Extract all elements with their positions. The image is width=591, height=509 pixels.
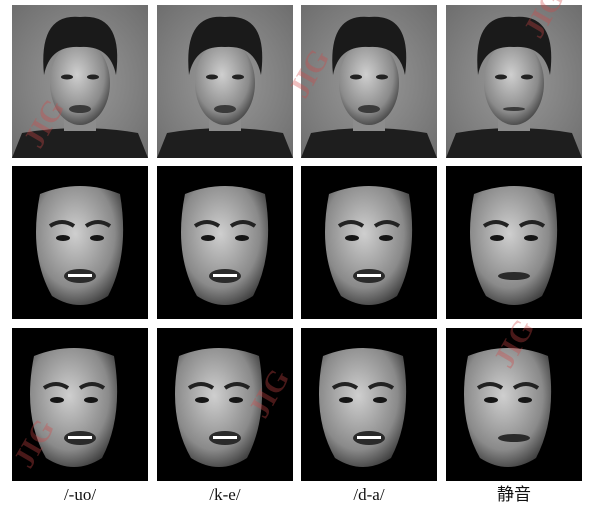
eye [524,235,538,241]
eye [235,235,249,241]
teeth [68,436,92,439]
eye [87,75,99,80]
eye [56,235,70,241]
eye [206,75,218,80]
eye [373,397,387,403]
face-image [301,166,437,319]
teeth [213,274,237,277]
eye [521,75,533,80]
eye [229,397,243,403]
eye [50,397,64,403]
eye [495,75,507,80]
caption: /-uo/ [64,485,96,504]
mouth [214,105,236,113]
mouth [498,272,530,280]
eye [339,397,353,403]
figure: /-uo//k-e//d-a/静音 JIGJIGJIGJIGJIGJIG [0,0,591,509]
eye [350,75,362,80]
eye [484,397,498,403]
eye [345,235,359,241]
face [181,186,268,305]
teeth [357,274,381,277]
teeth [213,436,237,439]
face [319,348,406,467]
face-image [301,328,437,481]
teeth [357,436,381,439]
eye [201,235,215,241]
face-image [157,166,293,319]
caption: 静音 [497,485,531,504]
mouth [358,105,380,113]
teeth [68,274,92,277]
caption: /k-e/ [209,485,240,504]
body [446,128,582,158]
caption: /d-a/ [353,485,384,504]
face [484,41,544,125]
face [325,186,412,305]
body [157,128,293,158]
mouth [69,105,91,113]
eye [90,235,104,241]
eye [232,75,244,80]
eye [379,235,393,241]
face [470,186,557,305]
face [36,186,123,305]
eye [518,397,532,403]
face-image [12,166,148,319]
eye [195,397,209,403]
body [301,128,437,158]
eye [84,397,98,403]
mouth [498,434,530,442]
face-image [157,5,293,158]
eye [61,75,73,80]
mouth [503,107,525,111]
eye [490,235,504,241]
eye [376,75,388,80]
face-image [446,5,582,158]
face-image [446,166,582,319]
